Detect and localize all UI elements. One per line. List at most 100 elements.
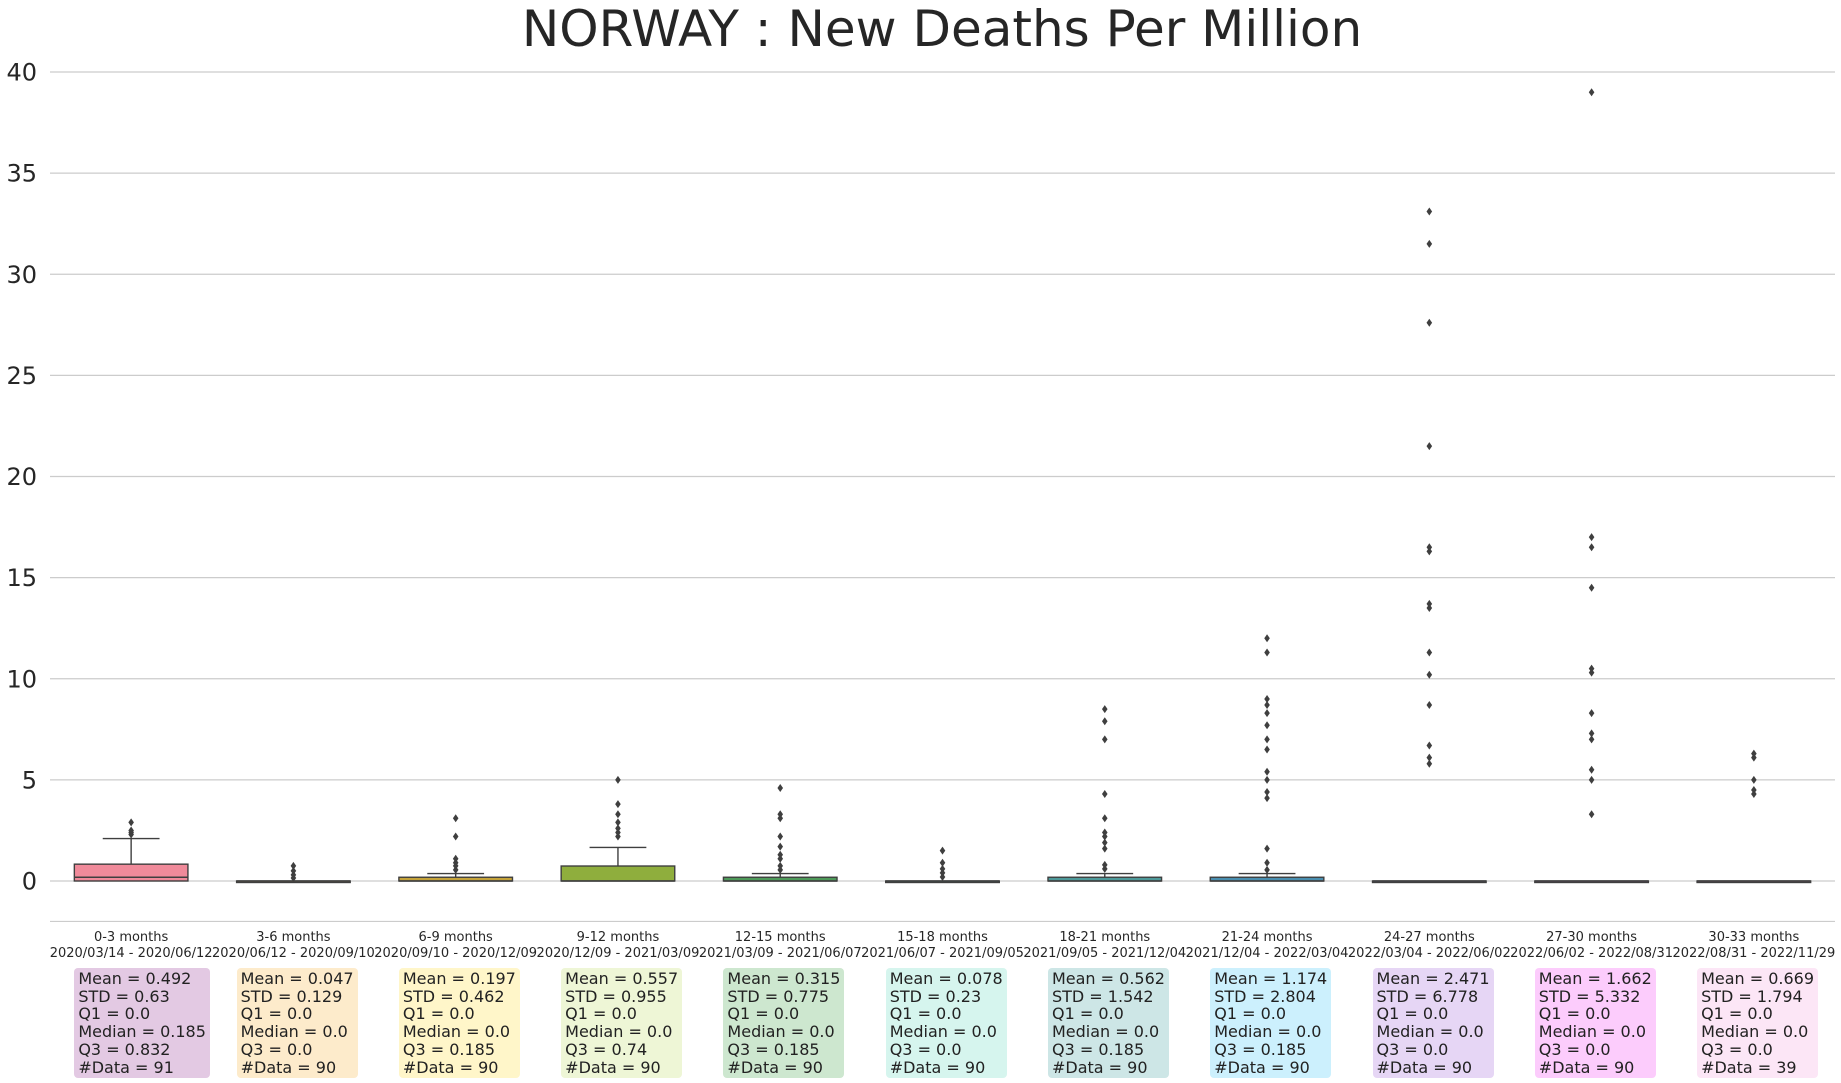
y-tick-label: 20 — [6, 463, 37, 491]
stat-line-mean: Mean = 0.078 — [889, 969, 1003, 988]
x-tick-dates: 2020/03/14 - 2020/06/12 — [50, 946, 213, 961]
outlier-point — [939, 868, 946, 877]
stats-box: Mean = 1.662 STD = 5.332 Q1 = 0.0 Median = … — [1534, 968, 1656, 1078]
outlier-point — [1101, 717, 1108, 726]
stat-line-q1: Q1 = 0.0 — [1214, 1004, 1287, 1024]
x-tick-label: 24-27 months — [1384, 930, 1475, 945]
outlier-point — [1101, 860, 1108, 869]
x-tick-dates: 2022/06/02 - 2022/08/31 — [1510, 946, 1673, 961]
stat-line-q3: Q3 = 0.0 — [1376, 1039, 1449, 1059]
y-tick-label: 25 — [6, 362, 37, 390]
stat-line-std: STD = 5.332 — [1538, 986, 1641, 1006]
stat-line-std: STD = 0.955 — [565, 986, 667, 1006]
outlier-point — [1588, 668, 1595, 677]
x-tick-label: 30-33 months — [1708, 930, 1799, 945]
box-group — [722, 783, 838, 882]
outlier-point — [1426, 547, 1433, 556]
box-group — [73, 818, 189, 882]
stat-line-q3: Q3 = 0.74 — [565, 1039, 648, 1059]
outlier-point — [1264, 775, 1270, 784]
stats-box: Mean = 0.047 STD = 0.129 Q1 = 0.0 Median = … — [236, 968, 358, 1078]
x-tick-label: 12-15 months — [735, 930, 826, 945]
outlier-point — [939, 864, 946, 873]
stat-line-std: STD = 6.778 — [1376, 986, 1479, 1006]
outlier-point — [615, 832, 621, 841]
stat-line-n: #Data = 90 — [402, 1057, 499, 1077]
outlier-point — [1426, 648, 1433, 657]
stats-box: Mean = 0.078 STD = 0.23 Q1 = 0.0 Median = 0… — [885, 968, 1007, 1078]
stat-line-median: Median = 0.0 — [565, 1022, 673, 1042]
stat-line-mean: Mean = 0.047 — [240, 969, 354, 988]
outlier-point — [777, 850, 784, 859]
outlier-point — [777, 814, 784, 823]
box — [560, 865, 676, 882]
outlier-point — [1751, 749, 1757, 758]
stat-line-n: #Data = 90 — [1538, 1057, 1635, 1077]
x-tick-dates: 2021/09/05 - 2021/12/04 — [1023, 946, 1186, 961]
outlier-point — [452, 832, 459, 841]
stat-line-median: Median = 0.0 — [1538, 1022, 1646, 1042]
outlier-point — [1101, 828, 1108, 837]
stat-line-q1: Q1 = 0.0 — [78, 1004, 151, 1024]
outlier-point — [1264, 694, 1270, 703]
chart-title: NORWAY : New Deaths Per Million — [522, 0, 1362, 58]
outlier-point — [615, 775, 621, 784]
outlier-point — [1426, 701, 1433, 710]
outlier-point — [1264, 794, 1270, 803]
stat-line-q1: Q1 = 0.0 — [240, 1004, 313, 1024]
y-tick-label: 5 — [22, 766, 37, 794]
outlier-point — [1101, 790, 1108, 799]
outlier-point — [128, 818, 134, 827]
stat-line-q3: Q3 = 0.185 — [1051, 1039, 1145, 1059]
outlier-point — [1751, 753, 1757, 762]
stat-line-mean: Mean = 1.662 — [1538, 969, 1652, 988]
outlier-point — [1426, 603, 1433, 612]
x-tick-dates: 2022/08/31 - 2022/11/29 — [1672, 946, 1835, 961]
outlier-point — [1426, 759, 1433, 768]
outlier-point — [1588, 709, 1595, 718]
x-tick-dates: 2022/03/04 - 2022/06/02 — [1348, 946, 1511, 961]
stat-line-q3: Q3 = 0.0 — [1701, 1039, 1773, 1059]
x-tick-label: 15-18 months — [897, 930, 988, 945]
outlier-point — [1588, 664, 1595, 673]
stat-line-q3: Q3 = 0.0 — [889, 1039, 962, 1059]
outlier-point — [1264, 745, 1270, 754]
y-tick-label: 15 — [6, 564, 37, 592]
outlier-point — [452, 865, 459, 874]
outlier-point — [1426, 442, 1433, 451]
outlier-point — [615, 810, 621, 819]
outlier-point — [777, 810, 784, 819]
outlier-point — [1751, 785, 1757, 794]
outlier-point — [1101, 832, 1108, 841]
y-tick-label: 10 — [6, 665, 37, 693]
outlier-point — [777, 865, 784, 874]
stat-line-q1: Q1 = 0.0 — [402, 1004, 475, 1024]
stat-line-q1: Q1 = 0.0 — [727, 1004, 800, 1024]
stat-line-median: Median = 0.0 — [889, 1022, 997, 1042]
x-tick-label: 0-3 months — [94, 930, 169, 945]
stat-line-mean: Mean = 2.471 — [1376, 969, 1490, 988]
stat-line-mean: Mean = 0.315 — [727, 969, 841, 988]
box-group — [235, 861, 351, 884]
x-tick-label: 9-12 months — [577, 930, 660, 945]
outlier-point — [777, 842, 784, 851]
outlier-point — [777, 832, 784, 841]
stat-line-q3: Q3 = 0.0 — [240, 1039, 313, 1059]
stat-line-std: STD = 0.462 — [402, 986, 505, 1006]
stat-line-q3: Q3 = 0.832 — [78, 1039, 171, 1059]
outlier-point — [615, 828, 621, 837]
outlier-point — [1101, 838, 1108, 847]
stats-box: Mean = 0.315 STD = 0.775 Q1 = 0.0 Median = … — [723, 968, 845, 1078]
x-tick-label: 21-24 months — [1222, 930, 1313, 945]
y-tick-label: 0 — [22, 868, 37, 896]
stat-line-q1: Q1 = 0.0 — [1701, 1004, 1773, 1024]
stat-line-std: STD = 1.542 — [1051, 986, 1154, 1006]
stat-line-mean: Mean = 1.174 — [1214, 969, 1328, 988]
box-group — [1696, 749, 1812, 884]
stat-line-q3: Q3 = 0.185 — [727, 1039, 820, 1059]
box-group — [398, 814, 514, 882]
x-tick-dates: 2020/09/10 - 2020/12/09 — [374, 946, 537, 961]
stat-line-q3: Q3 = 0.0 — [1538, 1039, 1611, 1059]
stat-line-median: Median = 0.0 — [1214, 1022, 1322, 1042]
